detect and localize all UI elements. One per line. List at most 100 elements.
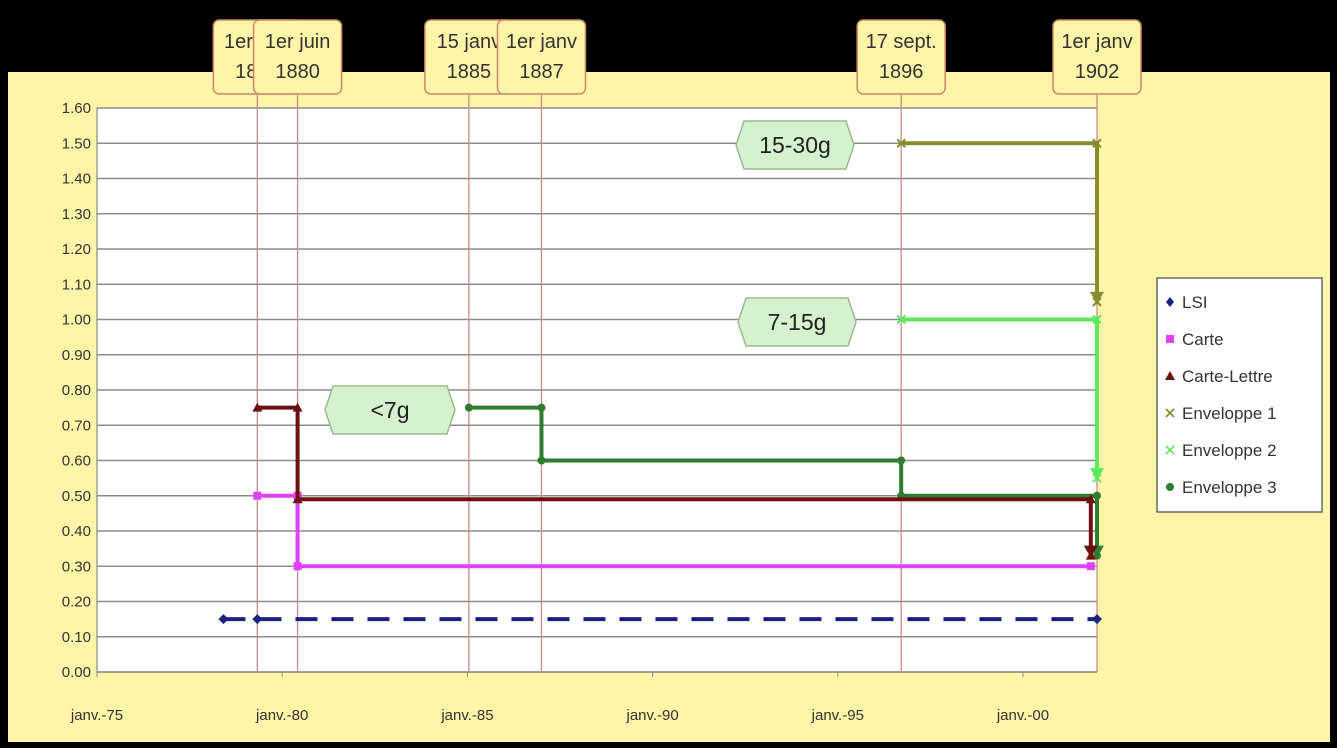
x-tick-label: janv.-85 bbox=[440, 707, 493, 724]
series-marker bbox=[253, 491, 262, 500]
y-tick-label: 0.90 bbox=[62, 347, 91, 364]
series-marker bbox=[1092, 138, 1102, 148]
annotation-box bbox=[856, 19, 946, 95]
series-marker bbox=[897, 456, 906, 465]
x-tick-label: janv.-80 bbox=[255, 707, 308, 724]
series-marker bbox=[218, 614, 229, 625]
series-marker bbox=[1085, 494, 1096, 504]
series-marker bbox=[292, 402, 303, 412]
series-marker bbox=[1092, 614, 1102, 625]
y-tick-label: 1.20 bbox=[62, 241, 91, 258]
annotation-line1: 1er janv bbox=[506, 31, 577, 53]
series-layer bbox=[218, 138, 1104, 625]
y-tick-label: 0.80 bbox=[62, 382, 91, 399]
series-lsi bbox=[218, 614, 1102, 625]
y-tick-label: 0.70 bbox=[62, 417, 91, 434]
y-tick-label: 1.30 bbox=[62, 206, 91, 223]
annotation-line2: 1896 bbox=[879, 61, 924, 83]
callout-shape bbox=[324, 385, 456, 435]
y-tick-label: 0.20 bbox=[62, 594, 91, 611]
weight-callout: <7g bbox=[324, 385, 456, 435]
annotation-line1: 1er janv bbox=[1061, 31, 1132, 53]
series-marker bbox=[464, 403, 473, 412]
legend-item: Carte-Lettre bbox=[1165, 367, 1273, 386]
series-marker bbox=[1086, 562, 1095, 571]
y-tick-label: 1.60 bbox=[62, 100, 91, 117]
series-arrowhead bbox=[1090, 291, 1104, 304]
y-tick-label: 1.40 bbox=[62, 171, 91, 188]
legend-marker bbox=[1165, 408, 1175, 418]
series-marker bbox=[252, 614, 263, 625]
annotation-line1: 17 sept. bbox=[866, 31, 937, 53]
series-marker bbox=[896, 314, 906, 325]
annotation-line2: 1902 bbox=[1075, 61, 1120, 83]
y-tick-label: 1.50 bbox=[62, 135, 91, 152]
callout-label: <7g bbox=[370, 397, 409, 423]
series-line bbox=[257, 493, 1091, 569]
date-annotation: 1er juin 1880 bbox=[252, 19, 343, 95]
x-tick-label: janv.-95 bbox=[811, 707, 864, 724]
legend-label: Enveloppe 1 bbox=[1182, 404, 1277, 423]
legend-marker bbox=[1166, 335, 1174, 343]
legend-item: Enveloppe 3 bbox=[1166, 478, 1277, 497]
callout-label: 7-15g bbox=[768, 309, 827, 335]
date-annotation: 15 janv 1885 bbox=[424, 19, 514, 95]
annotation-box bbox=[252, 19, 343, 95]
date-annotation: 1er janv 1887 bbox=[496, 19, 587, 95]
callout-shape bbox=[737, 297, 857, 347]
x-tick-label: janv.-00 bbox=[996, 707, 1049, 724]
x-axis: janv.-75 janv.-80 janv.-85 janv.-90 janv.-95… bbox=[70, 671, 1097, 724]
y-tick-label: 1.10 bbox=[62, 276, 91, 293]
weight-callouts: 15-30g 7-15g <7g bbox=[324, 120, 857, 435]
x-tick-label: janv.-75 bbox=[70, 707, 123, 724]
date-annotation: 1er janv 1902 bbox=[1052, 19, 1142, 95]
weight-callout: 15-30g bbox=[735, 120, 855, 170]
y-tick-label: 0.50 bbox=[62, 488, 91, 505]
series-arrowhead bbox=[1083, 545, 1098, 558]
legend-item: Enveloppe 1 bbox=[1165, 404, 1277, 423]
y-tick-label: 0.00 bbox=[62, 664, 91, 681]
legend-item: Carte bbox=[1166, 330, 1224, 349]
annotation-line2: 1887 bbox=[519, 61, 564, 83]
legend-label: Carte bbox=[1182, 330, 1224, 349]
date-annotation: 17 sept. 1896 bbox=[856, 19, 946, 95]
legend-label: LSI bbox=[1182, 293, 1208, 312]
y-tick-label: 0.30 bbox=[62, 558, 91, 575]
weight-callout: 7-15g bbox=[737, 297, 857, 347]
callout-shape bbox=[735, 120, 855, 170]
series-marker bbox=[292, 494, 303, 504]
legend-label: Carte-Lettre bbox=[1182, 367, 1273, 386]
y-tick-label: 1.00 bbox=[62, 312, 91, 329]
annotation-box bbox=[1052, 19, 1142, 95]
series-enveloppe-1 bbox=[896, 138, 1104, 307]
callout-label: 15-30g bbox=[759, 132, 831, 158]
legend-marker bbox=[1166, 297, 1174, 307]
series-marker bbox=[537, 403, 546, 412]
legend: LSI Carte Carte-Lettre Enveloppe 1 Enveloppe… bbox=[1156, 277, 1323, 513]
legend-marker bbox=[1165, 445, 1175, 455]
legend-marker bbox=[1166, 483, 1174, 491]
y-axis: 0.00 0.10 0.20 0.30 0.40 0.50 0.60 0.70 0.80 0.90… bbox=[62, 100, 98, 681]
series-marker bbox=[537, 456, 546, 465]
x-tick-label: janv.-90 bbox=[625, 707, 678, 724]
series-enveloppe-2 bbox=[896, 314, 1104, 483]
annotation-line2: 1885 bbox=[447, 61, 492, 83]
legend-item: LSI bbox=[1166, 293, 1208, 312]
series-marker bbox=[896, 138, 906, 148]
series-marker bbox=[293, 562, 302, 571]
annotation-line2: 1880 bbox=[275, 61, 320, 83]
legend-label: Enveloppe 3 bbox=[1182, 478, 1277, 497]
series-marker bbox=[252, 402, 263, 412]
annotation-box bbox=[496, 19, 587, 95]
legend-label: Enveloppe 2 bbox=[1182, 441, 1277, 460]
y-tick-label: 0.40 bbox=[62, 523, 91, 540]
annotation-line1: 15 janv bbox=[437, 31, 502, 53]
series-marker bbox=[1092, 314, 1102, 325]
series-carte-lettre bbox=[252, 402, 1098, 560]
legend-item: Enveloppe 2 bbox=[1165, 441, 1277, 460]
series-arrowhead bbox=[1090, 468, 1104, 481]
annotation-line1: 1er juin bbox=[265, 31, 331, 53]
